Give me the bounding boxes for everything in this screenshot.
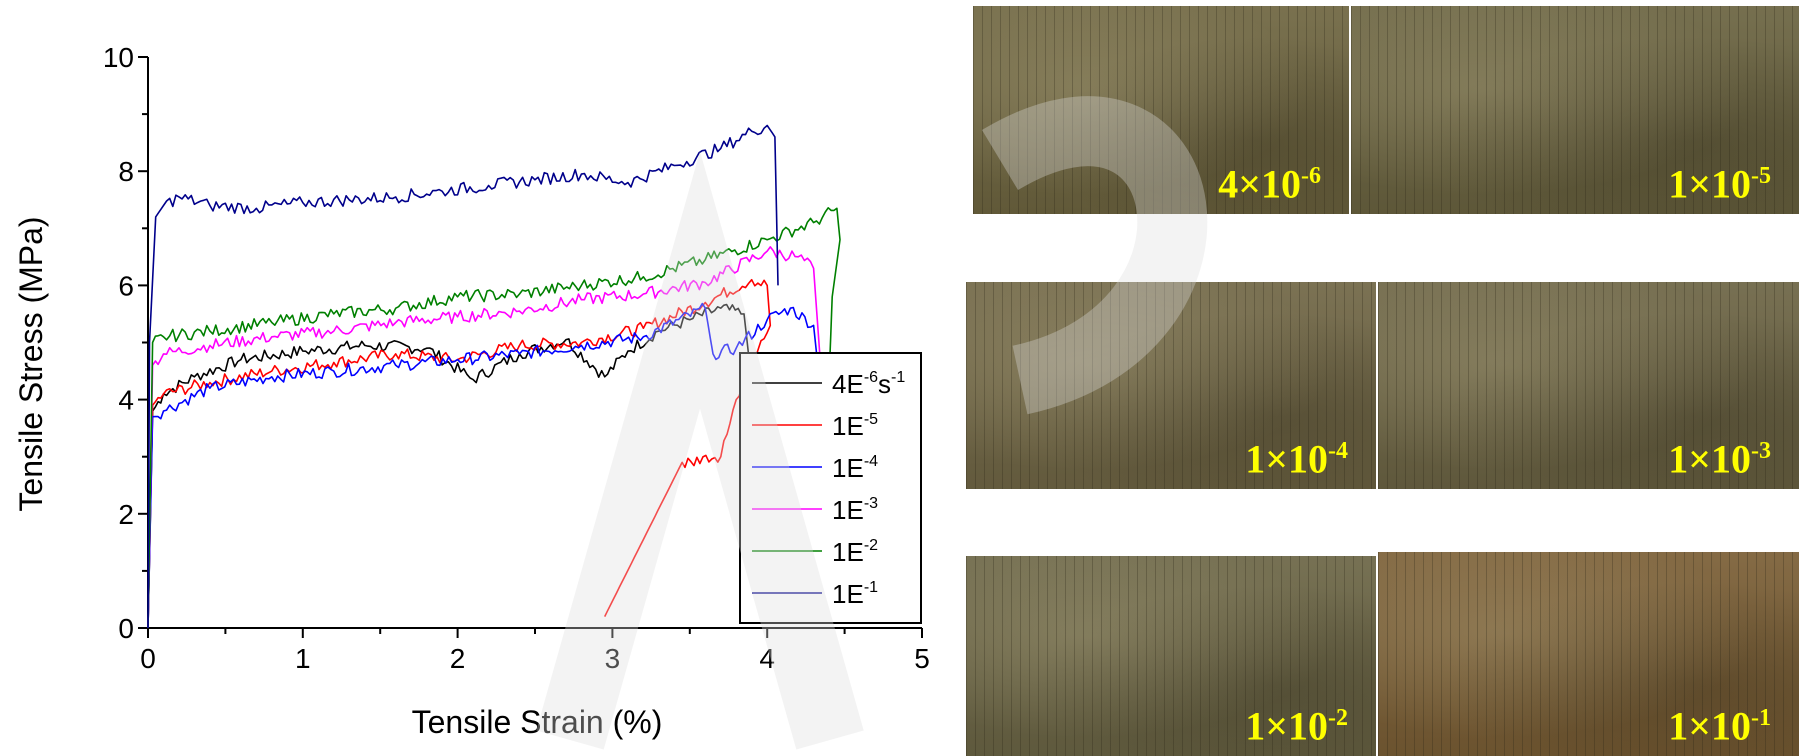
legend-main: 1E [832,495,864,525]
x-tick-label: 1 [295,643,311,674]
y-tick-label: 2 [118,499,134,530]
legend-entry: 1E-2 [832,537,878,567]
series-line [147,124,779,629]
legend-main: 1E [832,579,864,609]
legend-box [739,352,922,624]
legend-sup: -5 [864,411,878,428]
y-tick-label: 0 [118,613,134,644]
legend-main: 4E [832,369,864,399]
series-line [147,246,823,629]
legend-main: 1E [832,537,864,567]
legend-sup: -6 [864,369,878,386]
x-tick-label: 0 [140,643,156,674]
series-line [147,207,841,629]
legend-unit-sup: -1 [891,369,905,386]
legend-main: 1E [832,453,864,483]
y-tick-label: 8 [118,156,134,187]
x-tick-label: 5 [914,643,930,674]
legend-entry: 1E-4 [832,453,878,483]
y-tick-label: 10 [103,42,134,73]
legend-sup: -1 [864,579,878,596]
x-tick-label: 4 [759,643,775,674]
y-tick-label: 6 [118,270,134,301]
legend-entry: 4E-6s-1 [832,369,905,399]
y-tick-label: 4 [118,385,134,416]
y-axis-label: Tensile Stress (MPa) [13,216,49,511]
series-line [147,278,772,629]
legend-entry: 1E-5 [832,411,878,441]
series-line [147,303,761,629]
legend-entry: 1E-3 [832,495,878,525]
legend-unit: s [878,369,891,399]
legend-entry: 1E-1 [832,579,878,609]
series-line [147,302,823,629]
legend-sup: -3 [864,495,878,512]
legend-sup: -2 [864,537,878,554]
legend-main: 1E [832,411,864,441]
x-tick-label: 2 [450,643,466,674]
x-axis-label: Tensile Strain (%) [412,704,663,740]
x-tick-label: 3 [605,643,621,674]
legend-sup: -4 [864,453,878,470]
